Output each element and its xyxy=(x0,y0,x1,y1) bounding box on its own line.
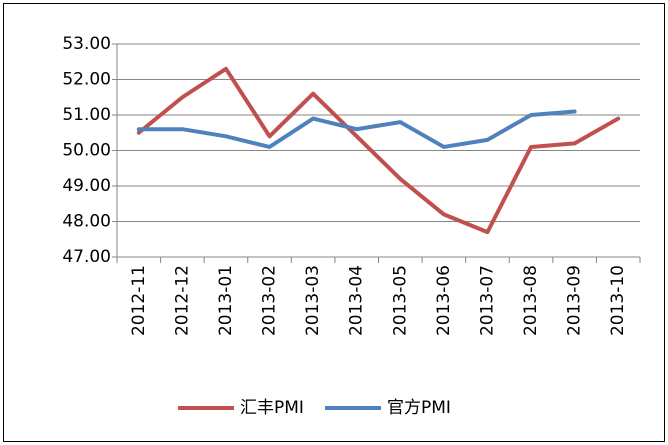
x-tick-label: 2013-09 xyxy=(565,265,585,336)
series-line xyxy=(136,109,577,149)
x-tick-label: 2013-06 xyxy=(434,265,454,336)
x-tick-label: 2013-08 xyxy=(521,265,541,336)
y-tick-label: 53.00 xyxy=(62,34,111,54)
x-tick-label: 2013-01 xyxy=(216,265,236,336)
y-tick-label: 51.00 xyxy=(62,105,111,125)
chart-border xyxy=(3,3,665,442)
x-tick-label: 2012-11 xyxy=(129,265,149,336)
x-tick-label: 2013-10 xyxy=(608,265,628,336)
x-tick-label: 2013-04 xyxy=(347,265,367,336)
series-line xyxy=(136,66,621,235)
x-tick-label: 2013-05 xyxy=(390,265,410,336)
y-tick-label: 50.00 xyxy=(62,141,111,161)
x-tick-label: 2013-03 xyxy=(303,265,323,336)
x-tick-label: 2012-12 xyxy=(172,265,192,336)
y-tick-label: 48.00 xyxy=(62,212,111,232)
y-tick-label: 49.00 xyxy=(62,176,111,196)
legend-label: 官方PMI xyxy=(387,398,451,418)
x-tick-label: 2013-02 xyxy=(260,265,280,336)
legend-label: 汇丰PMI xyxy=(240,398,304,418)
x-tick-label: 2013-07 xyxy=(477,265,497,336)
y-tick-label: 52.00 xyxy=(62,70,111,90)
y-tick-label: 47.00 xyxy=(62,247,111,267)
